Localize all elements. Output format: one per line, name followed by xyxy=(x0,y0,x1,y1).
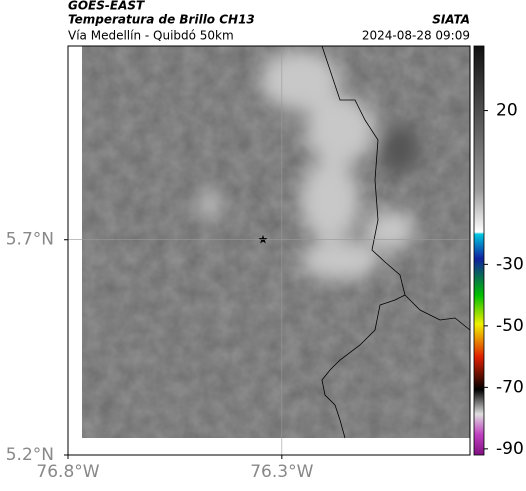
source: SIATA xyxy=(432,13,470,27)
colorbar-tick-label: -90 xyxy=(496,439,524,459)
title: GOES-EAST xyxy=(68,0,145,13)
satellite-image xyxy=(82,46,470,438)
region: Vía Medellín - Quibdó 50km xyxy=(68,29,234,43)
map-frame xyxy=(67,45,471,456)
borders xyxy=(321,45,471,439)
y-tick-label: 5.7°N xyxy=(6,230,54,250)
x-tick-label: 76.3°W xyxy=(250,462,313,482)
subtitle: Temperatura de Brillo CH13 xyxy=(68,13,255,27)
x-tick-label: 76.8°W xyxy=(36,462,99,482)
colorbar-tick-label: -30 xyxy=(496,254,524,274)
colorbar-tick-label: 20 xyxy=(496,101,518,121)
colorbar-tick-label: -70 xyxy=(496,377,524,397)
colorbar-tick-label: -50 xyxy=(496,316,524,336)
colorbar xyxy=(473,45,485,456)
datetime: 2024-08-28 09:09 xyxy=(362,29,470,43)
y-tick-label: 5.2°N xyxy=(6,445,54,465)
